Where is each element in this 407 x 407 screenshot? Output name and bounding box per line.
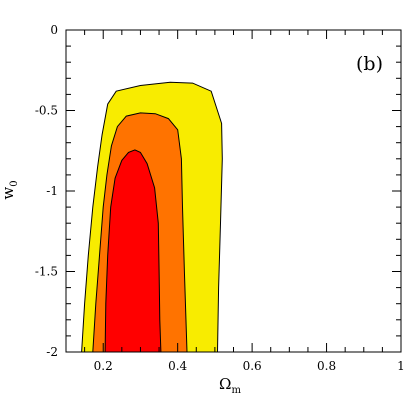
x-tick-label: 0.8: [317, 359, 336, 373]
x-axis-label-sub: m: [231, 385, 241, 396]
y-tick-label: -0.5: [35, 104, 58, 118]
tick-labels: 0.2 0.4 0.6 0.8 1 0 -0.5 -1 -1.5 -2: [35, 23, 405, 373]
confidence-regions: [81, 81, 223, 353]
axis-ticks: [66, 29, 402, 353]
x-tick-label: 0.2: [94, 359, 113, 373]
x-tick-label: 0.6: [243, 359, 262, 373]
y-axis-label-sub: 0: [9, 180, 20, 186]
region-inner: [104, 149, 162, 353]
y-tick-label: -1: [46, 184, 58, 198]
y-axis-label: w0: [0, 180, 20, 199]
y-axis-label-main: w: [0, 187, 17, 200]
x-tick-label: 1: [397, 359, 405, 373]
x-axis-label: Ωm: [219, 375, 241, 396]
x-tick-label: 0.4: [168, 359, 187, 373]
y-tick-label: 0: [50, 23, 58, 37]
panel-label: (b): [356, 53, 383, 75]
y-tick-label: -1.5: [35, 265, 58, 279]
x-axis-label-main: Ω: [219, 375, 231, 393]
y-tick-label: -2: [46, 345, 58, 359]
